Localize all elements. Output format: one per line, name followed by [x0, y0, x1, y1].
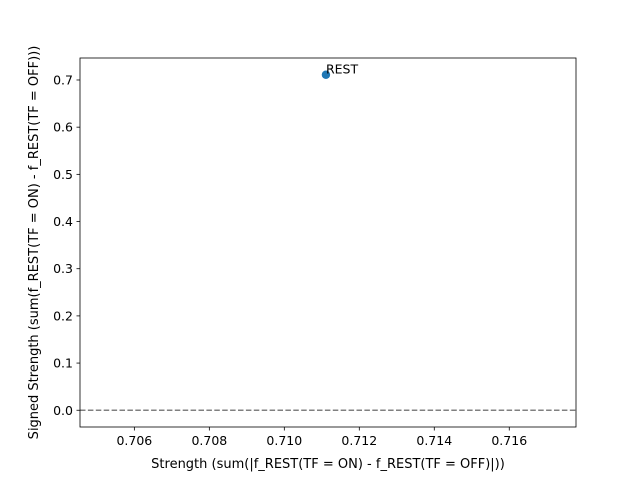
x-axis: 0.706 0.708 0.710 0.712 0.714 0.716 [116, 427, 527, 448]
y-tick-label: 0.3 [53, 261, 73, 276]
y-axis-label: Signed Strength (sum(f_REST(TF = ON) - f… [27, 46, 42, 440]
axes-frame [79, 57, 577, 428]
x-tick-label: 0.706 [116, 433, 152, 448]
plot-layer: REST [80, 62, 576, 412]
x-axis-label: Strength (sum(|f_REST(TF = ON) - f_REST(… [151, 457, 505, 472]
y-tick-label: 0.4 [53, 214, 73, 229]
y-tick-label: 0.1 [53, 356, 73, 371]
x-tick-label: 0.716 [491, 433, 527, 448]
point-label: REST [326, 62, 359, 77]
y-tick-label: 0.2 [53, 308, 73, 323]
data-point [321, 70, 331, 79]
x-tick-label: 0.712 [341, 433, 377, 448]
x-tick-label: 0.708 [191, 433, 227, 448]
y-tick-label: 0.7 [53, 72, 73, 87]
x-tick-label: 0.714 [416, 433, 452, 448]
y-tick-label: 0.6 [53, 120, 73, 135]
y-axis: 0.0 0.1 0.2 0.3 0.4 0.5 0.6 0.7 [53, 72, 80, 418]
y-tick-label: 0.5 [53, 167, 73, 182]
x-tick-label: 0.710 [266, 433, 302, 448]
y-tick-label: 0.0 [53, 403, 73, 418]
